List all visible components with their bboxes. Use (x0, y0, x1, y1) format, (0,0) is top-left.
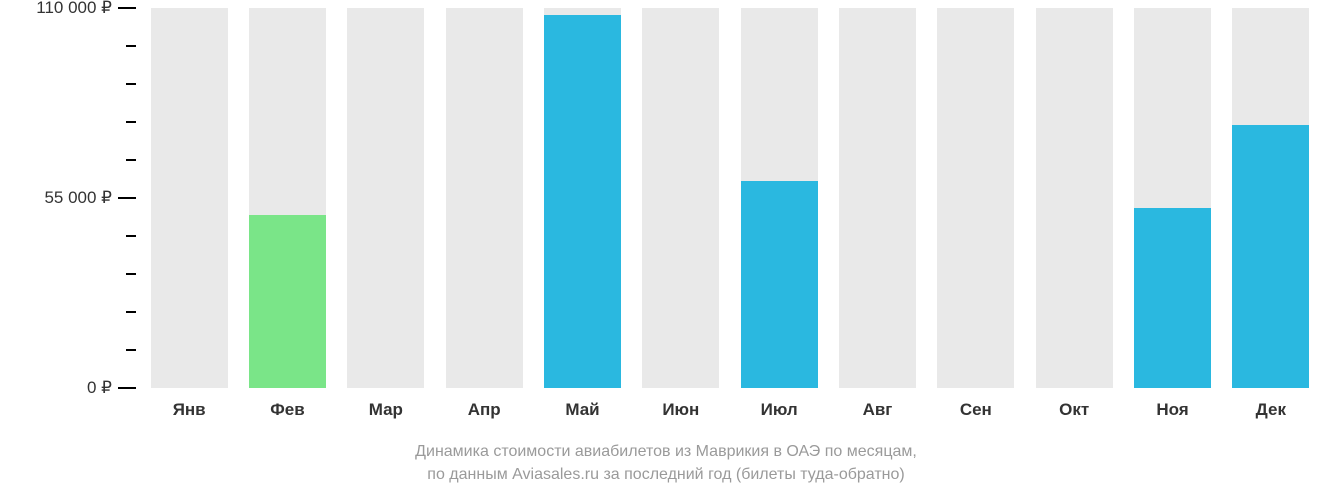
price-by-month-chart: 0 ₽55 000 ₽110 000 ₽ ЯнвФевМарАпрМайИюнИ… (0, 0, 1332, 502)
x-tick-label: Окт (1025, 400, 1123, 420)
x-tick-label: Мар (337, 400, 435, 420)
bar-value (544, 15, 621, 388)
bar-background (1036, 8, 1113, 388)
bar-background (446, 8, 523, 388)
bar-background (642, 8, 719, 388)
bar-background (937, 8, 1014, 388)
x-tick-label: Дек (1222, 400, 1320, 420)
x-tick-label: Май (533, 400, 631, 420)
x-tick-label: Янв (140, 400, 238, 420)
chart-caption: Динамика стоимости авиабилетов из Маврик… (0, 440, 1332, 486)
x-tick-label: Июл (730, 400, 828, 420)
bar-background (347, 8, 424, 388)
caption-line-2: по данным Aviasales.ru за последний год … (427, 466, 904, 483)
bar-value (1134, 208, 1211, 388)
bar-background (151, 8, 228, 388)
bar-value (1232, 125, 1309, 388)
x-tick-label: Авг (828, 400, 926, 420)
x-axis-labels: ЯнвФевМарАпрМайИюнИюлАвгСенОктНояДек (0, 400, 1332, 430)
bar-background (839, 8, 916, 388)
bar-value (741, 181, 818, 388)
x-tick-label: Сен (927, 400, 1025, 420)
bar-value (249, 215, 326, 388)
x-tick-label: Ноя (1123, 400, 1221, 420)
caption-line-1: Динамика стоимости авиабилетов из Маврик… (415, 443, 917, 460)
x-tick-label: Апр (435, 400, 533, 420)
x-tick-label: Фев (238, 400, 336, 420)
x-tick-label: Июн (632, 400, 730, 420)
